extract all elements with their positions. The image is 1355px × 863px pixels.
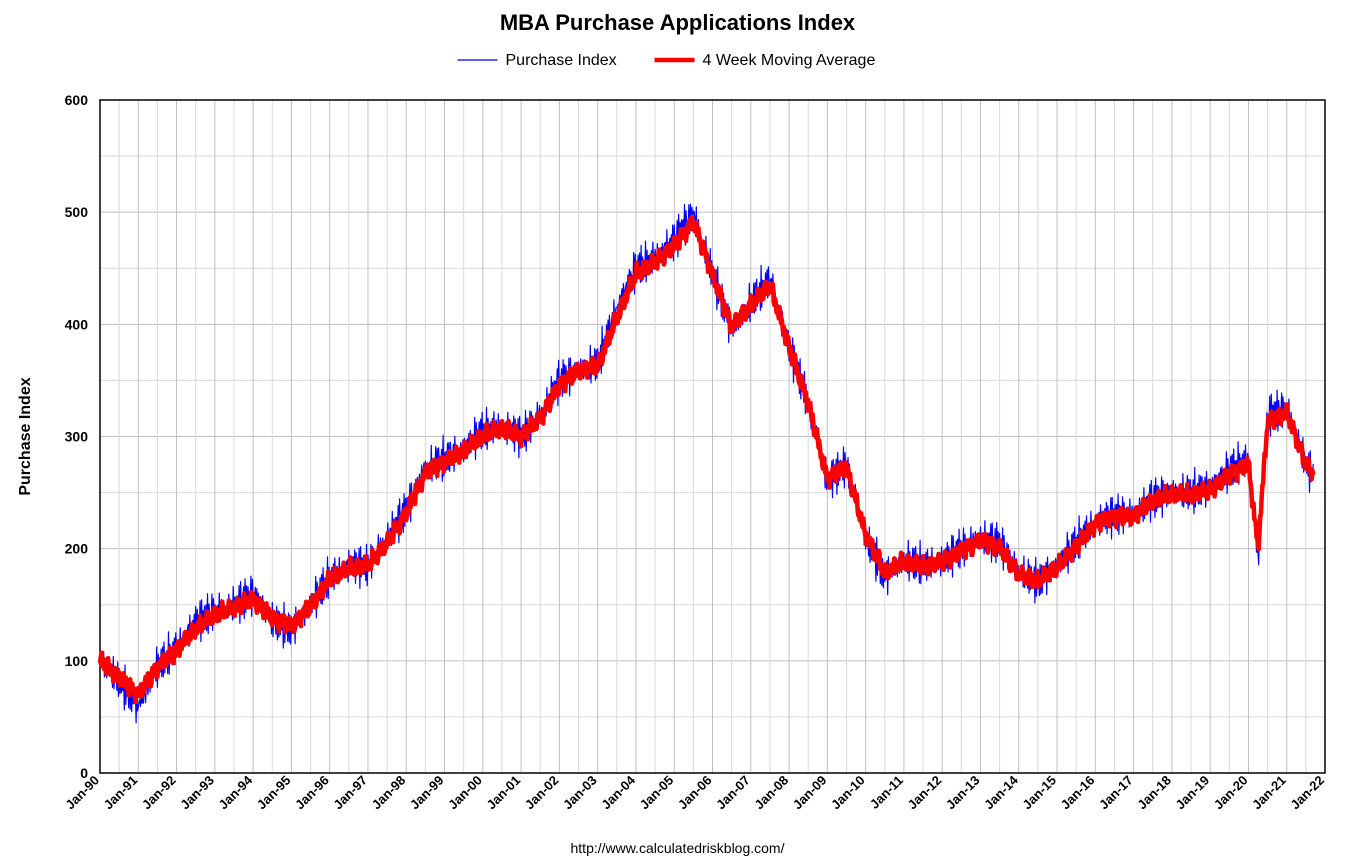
y-tick-label: 300 [65, 429, 89, 445]
y-axis-label: Purchase Index [17, 377, 34, 495]
y-tick-label: 200 [65, 541, 89, 557]
chart-bg [0, 0, 1355, 863]
chart-title: MBA Purchase Applications Index [500, 10, 856, 35]
source-text: http://www.calculatedriskblog.com/ [571, 840, 785, 856]
y-tick-label: 100 [65, 653, 89, 669]
chart-svg: 0100200300400500600Jan-90Jan-91Jan-92Jan… [0, 0, 1355, 863]
y-tick-label: 400 [65, 316, 89, 332]
y-tick-label: 600 [65, 92, 89, 108]
legend-label: Purchase Index [506, 52, 617, 69]
y-tick-label: 500 [65, 204, 89, 220]
chart-container: 0100200300400500600Jan-90Jan-91Jan-92Jan… [0, 0, 1355, 863]
legend-label: 4 Week Moving Average [703, 52, 876, 69]
